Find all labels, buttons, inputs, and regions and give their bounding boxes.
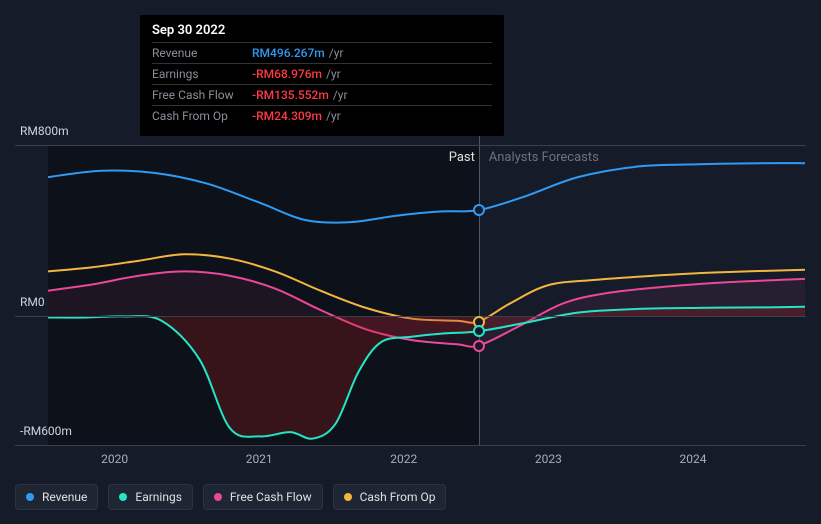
financials-chart: [48, 145, 805, 445]
past-section-label: Past: [449, 150, 475, 165]
legend-label: Revenue: [42, 490, 87, 504]
legend-label: Earnings: [135, 490, 182, 504]
x-axis-label: 2024: [679, 452, 706, 466]
legend-item-fcf[interactable]: Free Cash Flow: [203, 484, 323, 510]
tooltip-unit: /yr: [326, 67, 341, 81]
y-axis-label: -RM600m: [20, 424, 72, 438]
legend-dot-icon: [214, 493, 222, 501]
tooltip-value: RM496.267m: [252, 46, 325, 60]
tooltip-date: Sep 30 2022: [152, 23, 492, 38]
forecast-section-label: Analysts Forecasts: [489, 150, 599, 165]
tooltip-value: -RM135.552m: [252, 88, 329, 102]
tooltip-row: Earnings-RM68.976m/yr: [152, 63, 492, 84]
area-earnings: [48, 307, 805, 439]
legend-item-cash_op[interactable]: Cash From Op: [333, 484, 447, 510]
chart-tooltip: Sep 30 2022 RevenueRM496.267m/yrEarnings…: [140, 15, 504, 136]
tooltip-unit: /yr: [333, 88, 348, 102]
legend-item-earnings[interactable]: Earnings: [108, 484, 193, 510]
marker-earnings: [473, 325, 485, 337]
tooltip-label: Cash From Op: [152, 109, 252, 123]
tooltip-label: Revenue: [152, 46, 252, 60]
legend-dot-icon: [119, 493, 127, 501]
tooltip-value: -RM24.309m: [252, 109, 322, 123]
marker-revenue: [473, 204, 485, 216]
tooltip-unit: /yr: [329, 46, 344, 60]
x-axis-label: 2022: [390, 452, 417, 466]
y-axis-label: RM0: [20, 295, 45, 309]
tooltip-value: -RM68.976m: [252, 67, 322, 81]
tooltip-row: RevenueRM496.267m/yr: [152, 42, 492, 63]
x-axis-label: 2023: [535, 452, 562, 466]
legend-label: Cash From Op: [360, 490, 436, 504]
y-axis-label: RM800m: [20, 124, 69, 138]
tooltip-row: Free Cash Flow-RM135.552m/yr: [152, 84, 492, 105]
legend-dot-icon: [26, 493, 34, 501]
y-axis-line: [15, 445, 806, 446]
tooltip-unit: /yr: [326, 109, 341, 123]
tooltip-row: Cash From Op-RM24.309m/yr: [152, 105, 492, 126]
x-axis-labels: 2020 2021 2022 2023 2024: [15, 450, 806, 470]
tooltip-label: Earnings: [152, 67, 252, 81]
marker-fcf: [473, 340, 485, 352]
legend-dot-icon: [344, 493, 352, 501]
line-revenue: [48, 163, 805, 222]
legend-item-revenue[interactable]: Revenue: [15, 484, 98, 510]
x-axis-label: 2020: [101, 452, 128, 466]
x-axis-label: 2021: [246, 452, 273, 466]
tooltip-label: Free Cash Flow: [152, 88, 252, 102]
y-axis-line: [15, 145, 806, 146]
chart-legend: Revenue Earnings Free Cash Flow Cash From O…: [15, 484, 446, 510]
legend-label: Free Cash Flow: [230, 490, 312, 504]
y-axis-line: [15, 316, 806, 317]
